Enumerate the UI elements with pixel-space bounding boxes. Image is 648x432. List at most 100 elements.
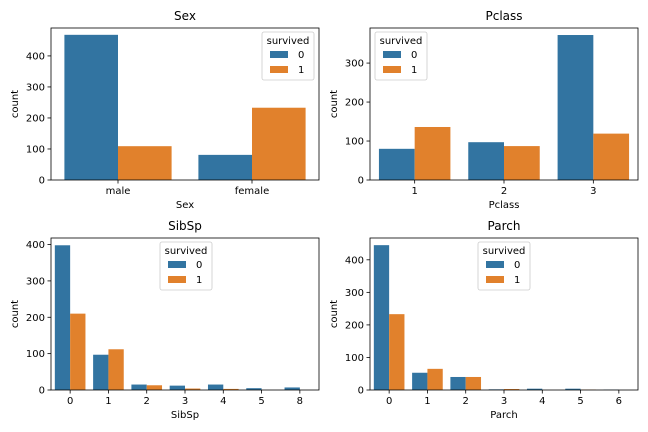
x-tick-label: 0 xyxy=(67,396,73,407)
bar-pclass-1-survived-1 xyxy=(414,126,451,180)
legend-title: survived xyxy=(380,36,423,47)
legend-label: 1 xyxy=(196,275,202,286)
legend-label: 1 xyxy=(411,65,417,76)
bar-sibsp-0-survived-1 xyxy=(70,313,86,390)
y-axis-label: count xyxy=(10,90,21,118)
legend: survived 0 1 xyxy=(261,31,315,81)
x-tick-label: male xyxy=(106,186,131,197)
y-tick-label: 200 xyxy=(26,313,45,324)
legend-swatch-survived-1 xyxy=(270,66,288,73)
legend-swatch-survived-1 xyxy=(383,66,401,73)
x-tick-label: 5 xyxy=(577,396,583,407)
bar-parch-1-survived-1 xyxy=(427,368,443,390)
bar-sex-male-survived-1 xyxy=(118,146,172,180)
legend-label: 1 xyxy=(514,275,520,286)
bar-pclass-1-survived-0 xyxy=(378,148,415,180)
bar-sibsp-4-survived-1 xyxy=(223,388,239,390)
chart-title: Parch xyxy=(488,219,521,233)
x-axis-label: Pclass xyxy=(489,200,520,211)
y-tick-label: 400 xyxy=(26,51,45,62)
bar-pclass-3-survived-1 xyxy=(593,133,630,180)
y-tick-label: 100 xyxy=(26,349,45,360)
y-tick-label: 100 xyxy=(345,137,364,148)
x-tick-label: 2 xyxy=(501,186,507,197)
y-tick-label: 300 xyxy=(345,288,364,299)
bar-sex-male-survived-0 xyxy=(64,34,118,180)
x-tick-label: 1 xyxy=(105,396,111,407)
bar-parch-2-survived-1 xyxy=(465,376,482,390)
y-tick-label: 0 xyxy=(39,176,45,187)
legend-label: 0 xyxy=(514,260,520,271)
bar-sibsp-4-survived-0 xyxy=(207,384,224,390)
x-tick-label: 3 xyxy=(501,396,507,407)
legend: survived 0 1 xyxy=(159,241,213,291)
x-tick-label: 4 xyxy=(539,396,545,407)
bar-pclass-3-survived-0 xyxy=(557,35,594,181)
bar-sibsp-2-survived-0 xyxy=(131,384,147,390)
y-axis-label: count xyxy=(10,300,21,328)
legend-label: 1 xyxy=(298,65,304,76)
y-tick-label: 400 xyxy=(345,255,364,266)
x-tick-label: 2 xyxy=(463,396,469,407)
y-axis-label: count xyxy=(329,90,340,118)
legend-swatch-survived-0 xyxy=(486,261,504,268)
legend-title: survived xyxy=(483,246,526,257)
bar-parch-4-survived-0 xyxy=(526,388,543,390)
bar-parch-1-survived-0 xyxy=(412,372,428,390)
y-tick-label: 300 xyxy=(345,59,364,70)
x-axis-label: Parch xyxy=(490,410,517,421)
y-tick-label: 100 xyxy=(26,144,45,155)
legend-swatch-survived-1 xyxy=(486,276,504,283)
y-tick-label: 0 xyxy=(358,386,364,397)
legend-title: survived xyxy=(165,246,208,257)
subplot-parch: 0 100 200 300 400 0 1 2 3 4 5 6 Parch Parch count survi… xyxy=(329,219,639,421)
bar-sex-female-survived-1 xyxy=(252,107,306,180)
x-tick-label: 4 xyxy=(220,396,226,407)
legend-label: 0 xyxy=(298,50,304,61)
bar-parch-0-survived-1 xyxy=(389,314,405,390)
x-tick-label: 1 xyxy=(411,186,417,197)
axes-frame xyxy=(50,27,320,181)
bar-parch-2-survived-0 xyxy=(450,376,466,390)
bar-sibsp-5-survived-0 xyxy=(246,388,262,390)
subplot-pclass: 0 100 200 300 1 2 3 Pclass Pclass count survived 0 1 xyxy=(329,9,639,211)
x-tick-label: 0 xyxy=(386,396,392,407)
legend-swatch-survived-0 xyxy=(270,51,288,58)
y-tick-label: 0 xyxy=(39,386,45,397)
bar-sibsp-2-survived-1 xyxy=(146,385,163,390)
y-axis-label: count xyxy=(329,300,340,328)
legend: survived 0 1 xyxy=(374,31,428,81)
x-tick-label: 5 xyxy=(258,396,264,407)
bar-parch-3-survived-1 xyxy=(504,389,520,390)
bar-pclass-2-survived-0 xyxy=(468,142,504,180)
x-tick-label: 6 xyxy=(616,396,622,407)
legend-label: 0 xyxy=(411,50,417,61)
bar-pclass-2-survived-1 xyxy=(504,146,540,180)
bar-sibsp-8-survived-0 xyxy=(284,387,300,390)
bar-parch-0-survived-0 xyxy=(373,245,390,390)
legend: survived 0 1 xyxy=(477,241,531,291)
x-axis-label: Sex xyxy=(176,200,194,211)
y-tick-label: 0 xyxy=(358,176,364,187)
bar-parch-5-survived-0 xyxy=(565,388,581,390)
legend-swatch-survived-1 xyxy=(168,276,186,283)
x-tick-label: 3 xyxy=(182,396,188,407)
y-tick-label: 300 xyxy=(26,82,45,93)
x-tick-label: 3 xyxy=(590,186,596,197)
y-tick-label: 200 xyxy=(26,113,45,124)
x-tick-label: 2 xyxy=(144,396,150,407)
y-tick-label: 100 xyxy=(345,353,364,364)
chart-title: SibSp xyxy=(168,219,202,233)
legend-swatch-survived-0 xyxy=(383,51,401,58)
y-tick-label: 400 xyxy=(26,240,45,251)
bar-sibsp-3-survived-1 xyxy=(185,388,201,390)
legend-swatch-survived-0 xyxy=(168,261,186,268)
chart-title: Sex xyxy=(174,9,196,23)
x-tick-label: female xyxy=(235,186,269,197)
x-tick-label: 8 xyxy=(297,396,303,407)
bar-sibsp-1-survived-0 xyxy=(93,354,109,390)
bar-sibsp-0-survived-0 xyxy=(54,245,71,390)
chart-title: Pclass xyxy=(485,9,522,23)
subplot-sibsp: 0 100 200 300 400 0 1 2 3 4 5 8 SibSp SibSp count survi… xyxy=(10,219,320,421)
